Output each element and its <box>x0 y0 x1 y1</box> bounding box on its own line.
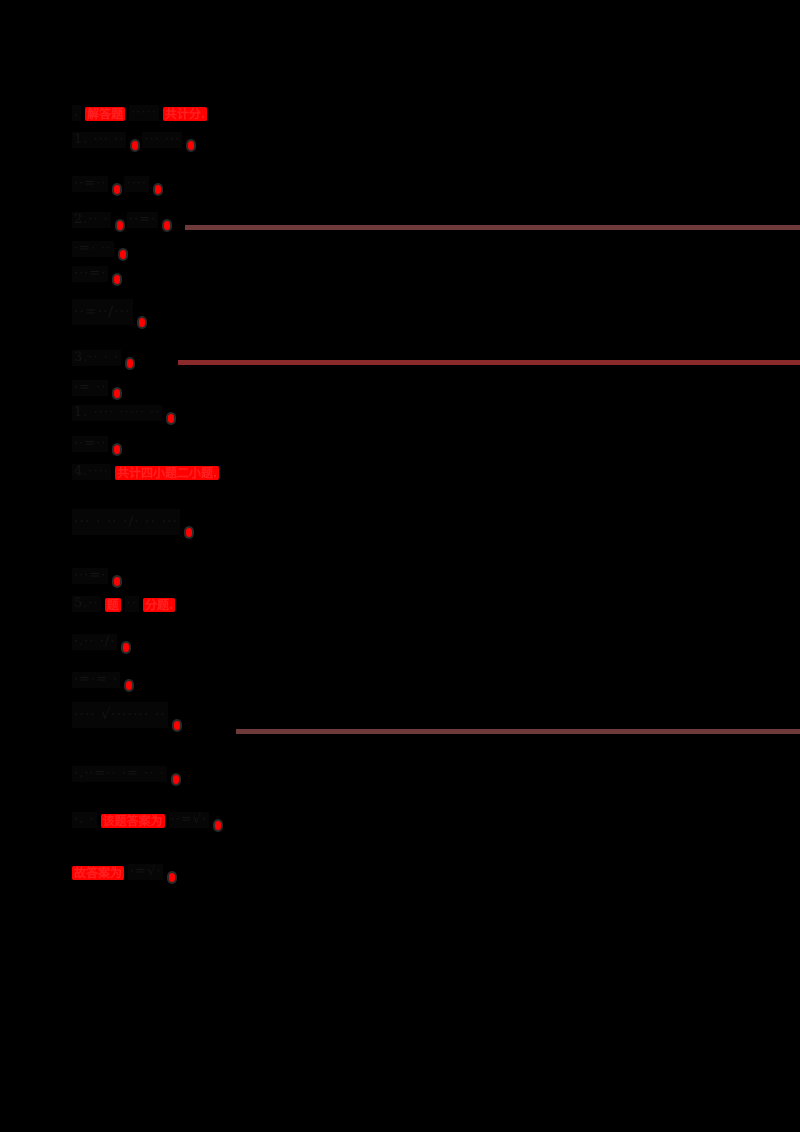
equation-text: 4.···· <box>72 464 111 480</box>
text-line: ·= ·· <box>72 376 121 398</box>
text-line: ···· √······· ·· <box>72 702 180 730</box>
text-line: 4.···· 共计四小题二小题. <box>72 460 220 480</box>
equation-text: ···· <box>124 176 149 192</box>
equation-text: ··=√· <box>168 812 210 828</box>
text-line: ··· · ·· ·/· ·· ··· <box>72 509 192 537</box>
red-marker-icon <box>172 775 179 784</box>
red-marker-icon <box>138 318 145 327</box>
red-marker-icon <box>127 359 134 368</box>
red-marker-icon <box>119 250 126 259</box>
text-line: ·=·= · <box>72 668 133 690</box>
text-line: ··=·· ···· <box>72 172 161 194</box>
red-marker-icon <box>173 721 180 730</box>
equation-text: ·=·= · <box>72 672 121 688</box>
red-marker-icon <box>114 185 121 194</box>
equation-text: 2.·· · <box>72 212 111 228</box>
highlighted-text: 共计分. <box>162 107 208 121</box>
red-marker-icon <box>185 528 192 537</box>
text-line: 故答案为 ·=√· <box>72 860 176 882</box>
red-marker-icon <box>126 681 133 690</box>
red-marker-icon <box>114 389 121 398</box>
text-line: 5.·· 题 ·· 分题. <box>72 592 176 612</box>
equation-text: ·. · <box>72 812 97 828</box>
equation-text: ···=· <box>72 266 109 282</box>
red-marker-icon <box>168 414 175 423</box>
equation-text: ·= ·· <box>72 380 109 396</box>
red-marker-icon <box>114 577 121 586</box>
red-marker-icon <box>132 141 139 150</box>
highlighted-text: 该题答案为 <box>100 814 165 828</box>
text-line: ··=··/··· <box>72 299 145 327</box>
text-line: ···=· <box>72 564 121 586</box>
text-line: ···=· <box>72 262 121 284</box>
text-line: ·.·· ·/· <box>72 630 130 652</box>
equation-text: ····· <box>129 105 159 121</box>
equation-text: 1. ··· ·· <box>72 132 127 148</box>
text-line: ·.··=·· ·= ·· · <box>72 762 179 784</box>
highlighted-text: 题 <box>104 598 121 612</box>
red-marker-icon <box>123 643 130 652</box>
equation-text: ··=·· <box>72 436 109 452</box>
text-line: . 解答题 ····· 共计分. <box>72 101 208 121</box>
equation-text: ·=· ·· <box>72 241 114 257</box>
red-marker-icon <box>114 445 121 454</box>
equation-text: ··=··/··· <box>72 299 133 325</box>
equation-text: 1. ···· ····· ·· <box>72 405 163 421</box>
equation-text: ·.·· ·/· <box>72 634 118 650</box>
equation-text: ·=√· <box>128 864 164 880</box>
equation-text: ···=· <box>72 568 109 584</box>
highlighted-text: 分题. <box>142 598 176 612</box>
text-line: 1. ···· ····· ·· <box>72 401 175 423</box>
text-line: ·. · 该题答案为 ··=√· <box>72 808 222 830</box>
equation-text: . <box>72 105 82 121</box>
red-marker-icon <box>154 185 161 194</box>
equation-text: ··=·· <box>72 176 109 192</box>
red-marker-icon <box>114 275 121 284</box>
highlighted-text: 共计四小题二小题. <box>114 466 220 480</box>
red-marker-icon <box>215 821 222 830</box>
horizontal-rule <box>236 729 800 734</box>
red-marker-icon <box>188 141 195 150</box>
equation-text: 3.·· · · <box>72 350 122 366</box>
text-line: ··=·· <box>72 432 121 454</box>
text-line: 1. ··· ·· ··· ··· <box>72 128 195 150</box>
equation-text: ··· · ·· ·/· ·· ··· <box>72 509 180 535</box>
equation-text: ·· <box>124 596 139 612</box>
red-marker-icon <box>164 221 171 230</box>
red-marker-icon <box>116 221 123 230</box>
equation-text: ···· √······· ·· <box>72 702 168 728</box>
text-line: ·=· ·· <box>72 237 126 259</box>
text-line: 2.·· · ··=· <box>72 208 171 230</box>
highlighted-text: 解答题 <box>85 107 126 121</box>
red-marker-icon <box>169 873 176 882</box>
highlighted-text: 故答案为 <box>72 866 125 880</box>
horizontal-rule <box>185 225 800 230</box>
text-line: 3.·· · · <box>72 346 134 368</box>
equation-text: ·.··=·· ·= ·· · <box>72 766 167 782</box>
equation-text: ··=· <box>126 212 159 228</box>
horizontal-rule <box>178 360 800 365</box>
equation-text: 5.·· <box>72 596 101 612</box>
equation-text: ··· ··· <box>142 132 183 148</box>
